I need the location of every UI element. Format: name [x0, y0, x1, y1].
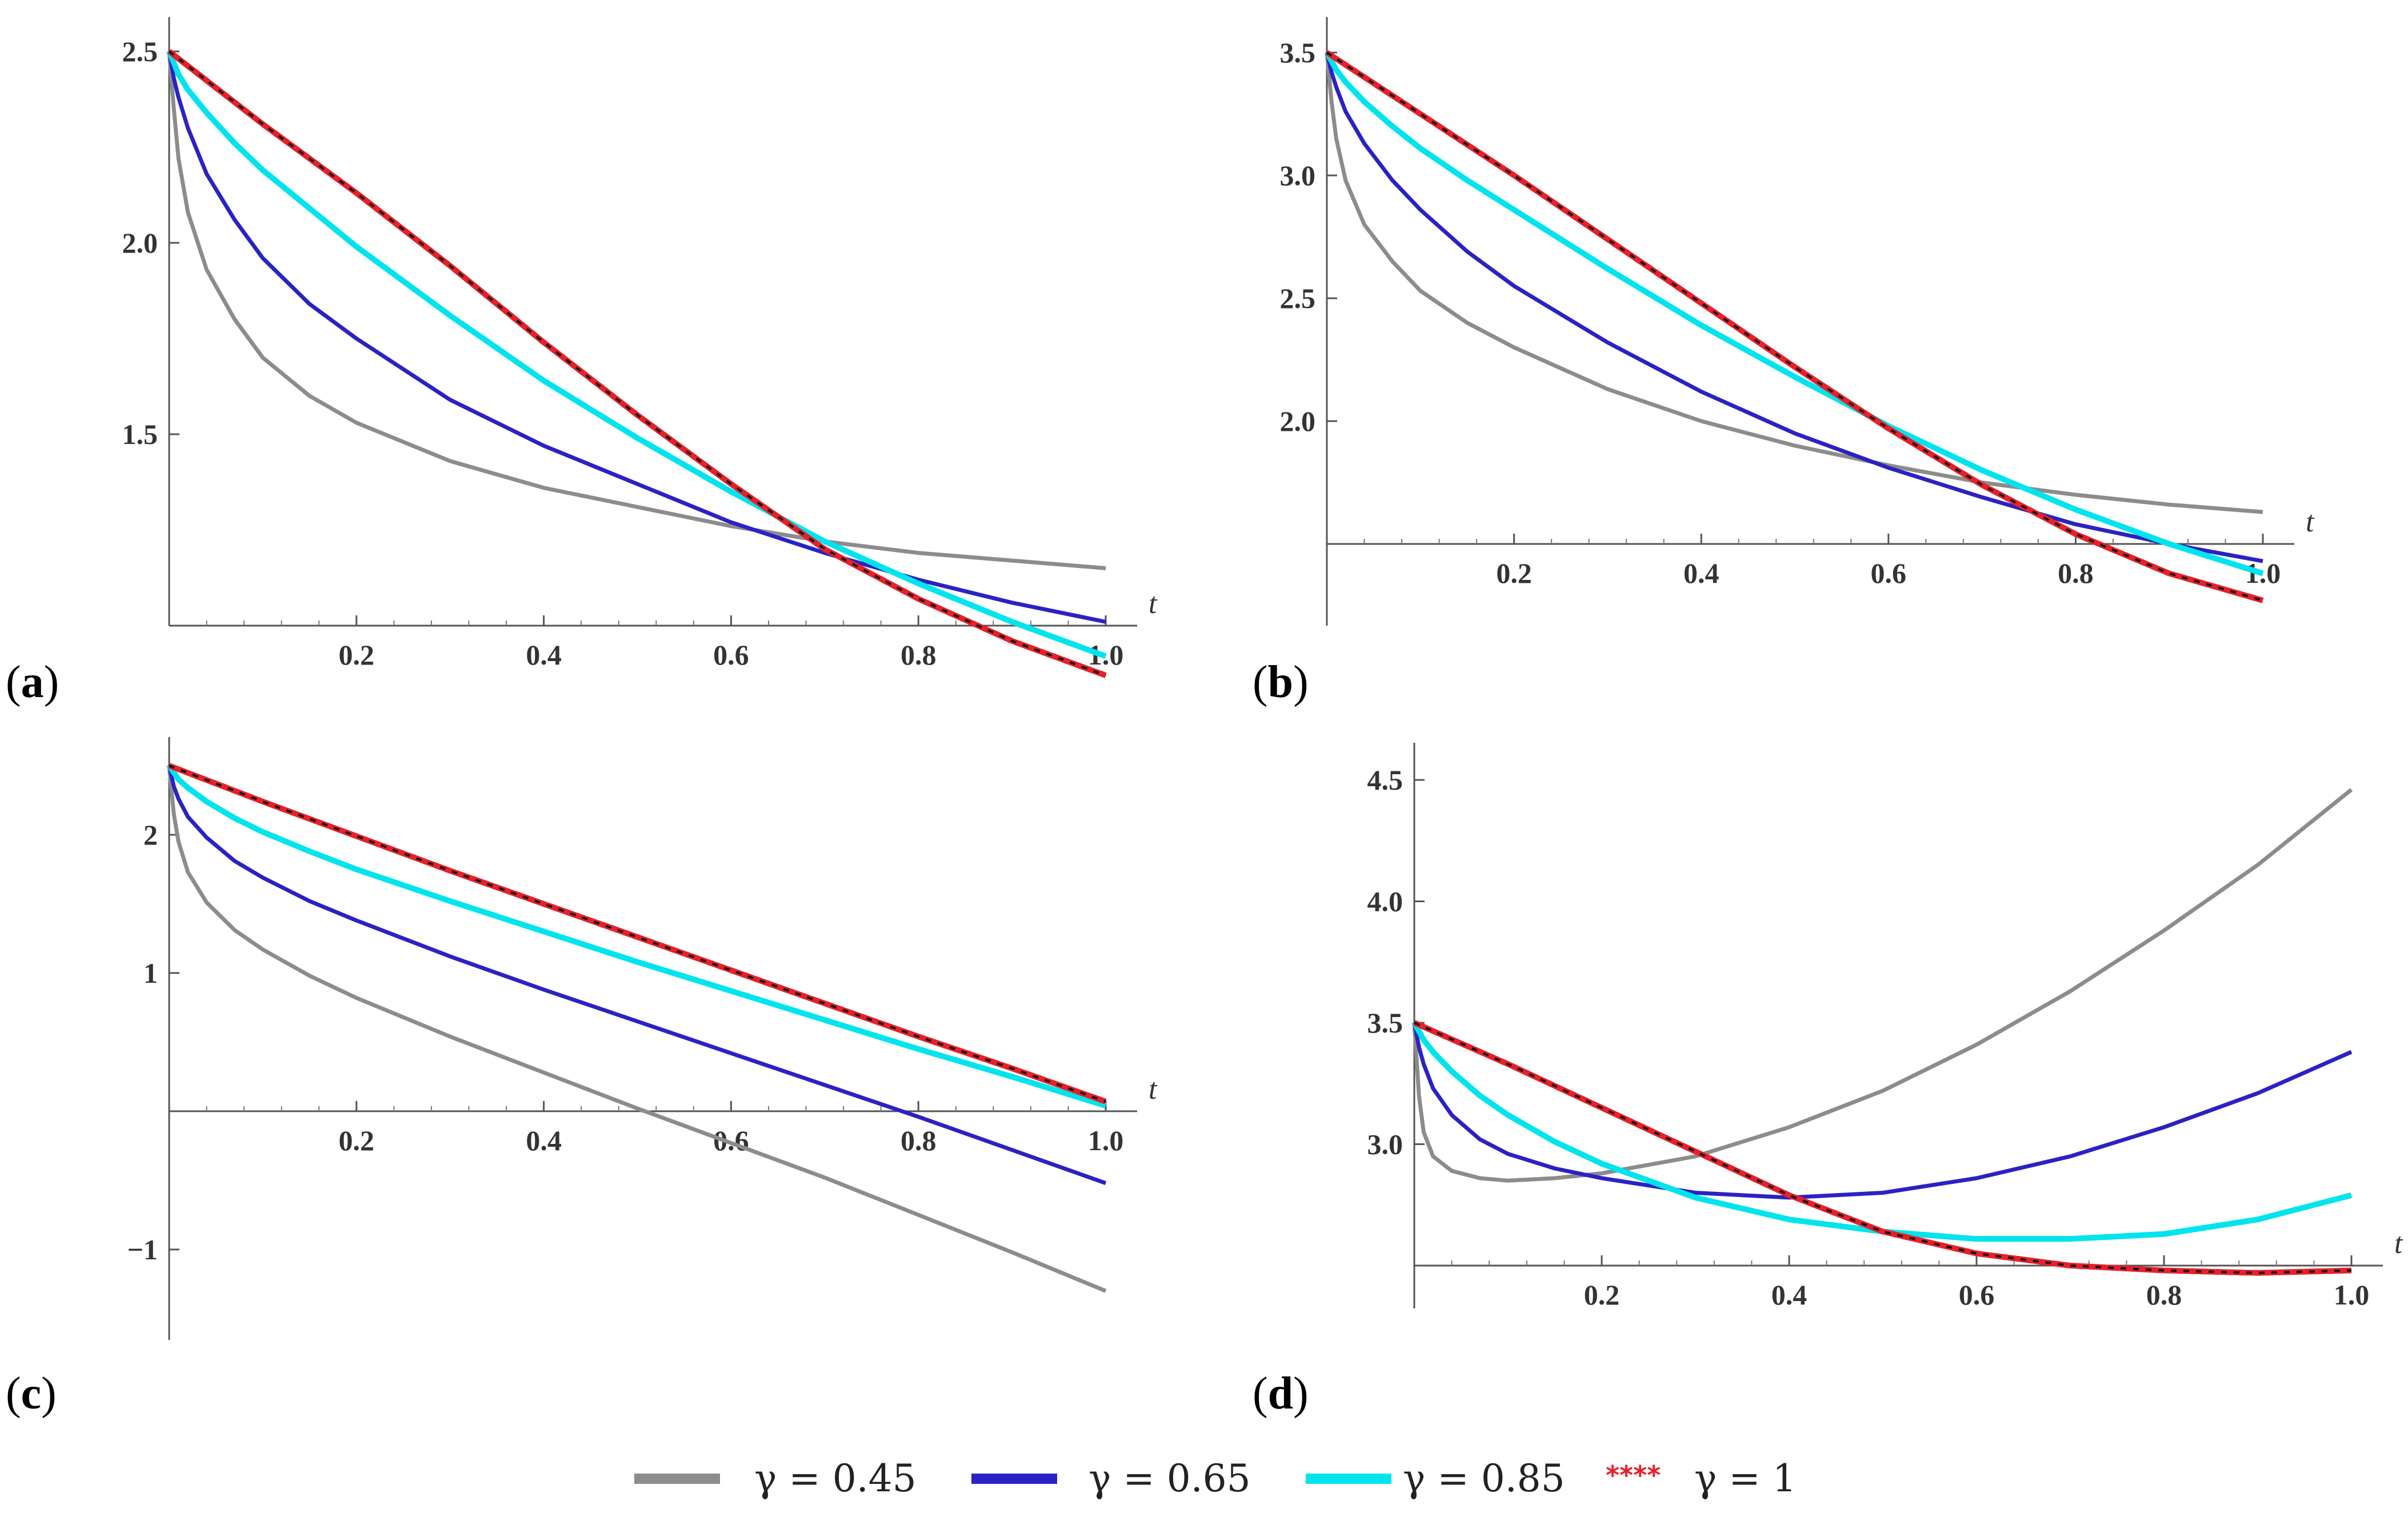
legend-entry: γ = 0.45: [634, 1456, 917, 1500]
series-line-0-65: [167, 765, 1107, 1185]
y-tick-label: 2.5: [122, 35, 158, 67]
x-tick-label: 0.8: [901, 1124, 937, 1156]
series-line-0-45: [167, 51, 1106, 570]
panel-label-close: ): [1293, 657, 1309, 707]
panel-label-letter: b: [1268, 657, 1294, 707]
x-tick-label: 0.6: [713, 639, 749, 671]
series-line-gamma-1-dash: [169, 764, 1106, 1103]
y-tick-label: 4.5: [1367, 764, 1403, 796]
series-line-0-65: [1325, 52, 2263, 563]
x-axis-label: t: [2394, 1227, 2403, 1260]
x-tick-label: 0.4: [526, 639, 562, 671]
y-tick-label: 3.0: [1367, 1128, 1403, 1160]
panel-label-close: ): [41, 1368, 57, 1419]
series-line-gamma-1-dash: [168, 50, 1106, 677]
x-tick-label: 0.8: [901, 639, 937, 671]
panel-a: 0.2 0.4 0.6 0.8 1.01.52.02.5t(a): [6, 17, 1158, 707]
legend-entry: γ = 0.85: [1306, 1456, 1565, 1500]
series-line-gamma-1: [1413, 1020, 2352, 1276]
panel-label: (b): [1253, 657, 1309, 707]
panel-label-letter: c: [21, 1368, 42, 1419]
legend-label: γ = 1: [1694, 1456, 1797, 1500]
y-tick-label: −1: [127, 1234, 158, 1266]
x-tick-label: 1.0: [1088, 1124, 1124, 1156]
y-tick-label: 2.5: [1280, 282, 1316, 314]
y-tick-label: 3.0: [1280, 159, 1316, 191]
series-line-gamma-1: [168, 763, 1107, 1104]
x-axis-label: t: [2306, 506, 2315, 538]
x-tick-label: 0.2: [1496, 557, 1532, 589]
panel-label-close: ): [1293, 1368, 1309, 1419]
panel-label-close: ): [44, 657, 59, 707]
y-tick-label: 1: [143, 957, 158, 989]
series-line-0-85: [166, 764, 1107, 1108]
x-tick-label: 0.6: [1871, 557, 1907, 589]
series-group: [1324, 50, 2264, 603]
x-tick-label: 0.4: [1683, 557, 1719, 589]
panel-label-open: (: [1253, 657, 1268, 707]
series-line-0-85: [166, 50, 1107, 659]
panel-label-open: (: [6, 1368, 21, 1419]
x-axis-label: t: [1149, 587, 1158, 620]
x-tick-label: 0.8: [2058, 557, 2094, 589]
panels-group: 0.2 0.4 0.6 0.8 1.01.52.02.5t(a)0.2 0.4 0.6 0.8…: [6, 17, 2403, 1419]
panel-label: (d): [1253, 1368, 1309, 1419]
series-line-gamma-1-dash: [1414, 1022, 2352, 1274]
series-line-0-85: [1411, 1021, 2353, 1242]
panel-b: 0.2 0.4 0.6 0.8 1.02.02.53.03.5t(b): [1253, 17, 2315, 707]
series-group: [166, 49, 1107, 678]
x-tick-label: 1.0: [2334, 1279, 2370, 1311]
panel-label-letter: d: [1268, 1368, 1294, 1419]
x-tick-label: 0.4: [1771, 1279, 1807, 1311]
series-line-0-65: [1412, 1022, 2353, 1200]
x-tick-label: 0.4: [526, 1124, 562, 1156]
series-line-gamma-1-dash: [1326, 51, 2263, 602]
x-tick-label: 0.2: [1584, 1279, 1620, 1311]
y-tick-label: 4.0: [1367, 886, 1403, 918]
series-line-0-45: [1325, 52, 2263, 514]
x-axis-label: t: [1149, 1073, 1158, 1106]
y-tick-label: 2: [143, 819, 158, 851]
legend-entry: **** γ = 1: [1606, 1456, 1797, 1500]
y-tick-label: 3.5: [1280, 37, 1316, 69]
series-group: [1411, 788, 2353, 1276]
legend-star-marker: ****: [1606, 1460, 1661, 1491]
series-line-0-65: [167, 51, 1106, 624]
legend-label: γ = 0.45: [754, 1456, 917, 1500]
series-line-0-85: [1324, 51, 2264, 577]
y-tick-label: 2.0: [122, 227, 158, 259]
series-line-gamma-1: [167, 49, 1107, 678]
panel-d: 0.2 0.4 0.6 0.8 1.0 3.0 3.5 4.0 4.5 t (d): [1253, 743, 2403, 1419]
legend-label: γ = 0.85: [1403, 1456, 1565, 1500]
panel-label: (c): [6, 1368, 57, 1419]
panel-label-open: (: [6, 657, 21, 707]
y-tick-label: 3.5: [1367, 1007, 1403, 1039]
legend: γ = 0.45 γ = 0.65 γ = 0.85 **** γ = 1: [634, 1456, 1797, 1500]
y-tick-label: 2.0: [1280, 405, 1316, 437]
series-line-0-45: [167, 765, 1107, 1293]
series-line-gamma-1: [1325, 50, 2264, 603]
x-tick-label: 0.2: [339, 1124, 375, 1156]
panel-label-letter: a: [21, 657, 44, 707]
x-tick-label: 0.6: [1959, 1279, 1995, 1311]
x-tick-label: 0.2: [339, 639, 375, 671]
panel-label: (a): [6, 657, 59, 707]
series-group: [166, 763, 1107, 1293]
legend-label: γ = 0.65: [1089, 1456, 1251, 1500]
y-tick-label: 1.5: [122, 418, 158, 450]
x-tick-label: 0.8: [2146, 1279, 2182, 1311]
series-line-0-45: [1412, 788, 2353, 1183]
legend-entry: γ = 0.65: [971, 1456, 1251, 1500]
panel-label-open: (: [1253, 1368, 1268, 1419]
